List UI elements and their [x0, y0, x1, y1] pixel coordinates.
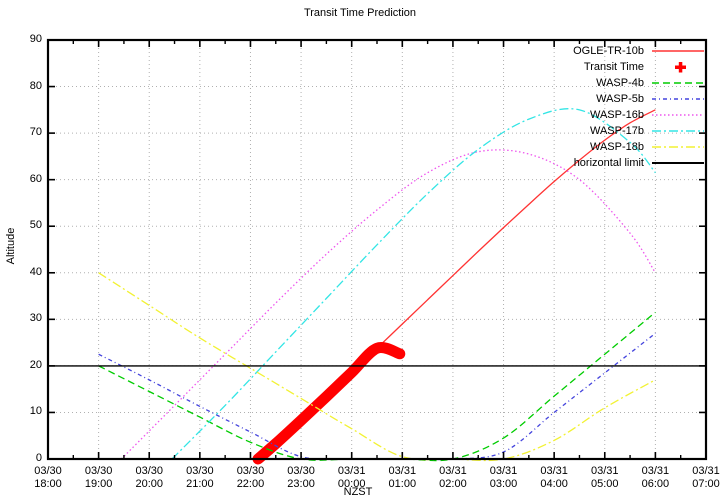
x-tick-time: 03:00	[489, 478, 518, 490]
y-axis-tick-label: 70	[29, 126, 42, 139]
x-axis-tick-label: 03/31 02:00	[423, 465, 483, 491]
x-tick-date: 03/31	[641, 465, 670, 477]
legend-item-swatch-line-solid-red	[650, 44, 706, 58]
legend-item: OGLE-TR-10b	[522, 43, 706, 59]
axis-ticks	[47, 39, 707, 460]
x-axis-tick-label: 03/31 00:00	[322, 465, 382, 491]
legend: OGLE-TR-10b Transit Time WASP-4b WASP-5b WAS…	[522, 43, 706, 171]
legend-item-label: WASP-17b	[589, 125, 644, 137]
legend-item-label: WASP-4b	[596, 77, 644, 89]
x-tick-date: 03/31	[337, 465, 366, 477]
x-axis-tick-label: 03/30 23:00	[271, 465, 331, 491]
x-tick-time: 07:00	[692, 478, 720, 490]
y-axis-tick-label: 0	[35, 452, 42, 464]
x-tick-date: 03/30	[84, 465, 113, 477]
x-axis-tick-label: 03/31 07:00	[676, 465, 720, 491]
data-series-group	[48, 108, 706, 465]
x-tick-date: 03/31	[540, 465, 568, 477]
x-tick-time: 05:00	[591, 478, 619, 490]
x-tick-date: 03/30	[236, 465, 265, 477]
x-tick-time: 21:00	[186, 478, 214, 490]
x-tick-date: 03/31	[388, 465, 417, 477]
legend-item-label: WASP-18b	[589, 141, 644, 153]
x-tick-time: 22:00	[236, 478, 265, 490]
legend-item-label: WASP-5b	[596, 93, 644, 105]
legend-item-swatch-line-dashdot-yellow	[650, 140, 706, 154]
x-axis-tick-label: 03/30 21:00	[170, 465, 230, 491]
legend-item: Transit Time	[522, 59, 706, 75]
x-tick-date: 03/31	[439, 465, 467, 477]
x-tick-time: 02:00	[439, 478, 467, 490]
x-axis-tick-label: 03/31 01:00	[372, 465, 432, 491]
legend-item: WASP-17b	[522, 123, 706, 139]
x-tick-time: 04:00	[540, 478, 568, 490]
y-axis-tick-label: 10	[29, 405, 42, 418]
x-tick-date: 03/30	[34, 465, 62, 477]
x-tick-time: 23:00	[287, 478, 315, 490]
legend-item-swatch-line-solid-black	[650, 156, 706, 170]
legend-item-label: horizontal limit	[573, 157, 644, 169]
legend-item-label: WASP-16b	[589, 109, 644, 121]
y-axis-tick-label: 90	[29, 33, 42, 45]
x-tick-date: 03/30	[186, 465, 214, 477]
y-axis-label: Altitude	[5, 227, 17, 265]
x-tick-date: 03/31	[489, 465, 518, 477]
y-axis-tick-label: 50	[29, 219, 42, 232]
legend-item: WASP-16b	[522, 107, 706, 123]
legend-item-swatch-line-dotted-magenta	[650, 108, 706, 122]
legend-item: horizontal limit	[522, 155, 706, 171]
x-axis-label: NZST	[343, 486, 373, 498]
legend-item: WASP-4b	[522, 75, 706, 91]
x-axis-tick-label: 03/31 03:00	[474, 465, 534, 491]
x-tick-date: 03/30	[135, 465, 163, 477]
legend-item: WASP-18b	[522, 139, 706, 155]
x-tick-time: 01:00	[388, 478, 417, 490]
y-axis-tick-label: 40	[29, 265, 42, 278]
x-axis-tick-label: 03/30 20:00	[119, 465, 179, 491]
legend-item-swatch-line-dashdot-cyan	[650, 124, 706, 138]
x-tick-date: 03/30	[287, 465, 315, 477]
x-axis-tick-label: 03/31 04:00	[524, 465, 584, 491]
x-axis-tick-label: 03/30 22:00	[220, 465, 280, 491]
x-tick-date: 03/31	[692, 465, 720, 477]
x-tick-time: 20:00	[135, 478, 163, 490]
x-axis-tick-label: 03/30 19:00	[69, 465, 129, 491]
x-tick-date: 03/31	[591, 465, 619, 477]
y-axis-tick-label: 20	[29, 358, 42, 371]
x-axis-tick-label: 03/30 18:00	[18, 465, 78, 491]
x-axis-tick-label: 03/31 05:00	[575, 465, 635, 491]
x-tick-time: 18:00	[34, 478, 62, 490]
legend-item-swatch-line-dashed-green	[650, 76, 706, 90]
y-axis-tick-label: 30	[29, 312, 42, 325]
chart-title: Transit Time Prediction	[303, 7, 417, 19]
legend-item-label: Transit Time	[583, 61, 644, 73]
legend-item-label: OGLE-TR-10b	[573, 45, 644, 57]
x-axis-tick-label: 03/31 06:00	[625, 465, 685, 491]
y-axis-tick-label: 80	[29, 79, 42, 92]
y-axis-tick-label: 60	[29, 172, 42, 185]
x-tick-time: 19:00	[84, 478, 113, 490]
legend-item-swatch-marker-cross-red	[650, 60, 706, 74]
legend-item-swatch-line-dashdot-blue	[650, 92, 706, 106]
legend-item: WASP-5b	[522, 91, 706, 107]
x-tick-time: 06:00	[641, 478, 670, 490]
x-tick-time: 00:00	[337, 478, 366, 490]
